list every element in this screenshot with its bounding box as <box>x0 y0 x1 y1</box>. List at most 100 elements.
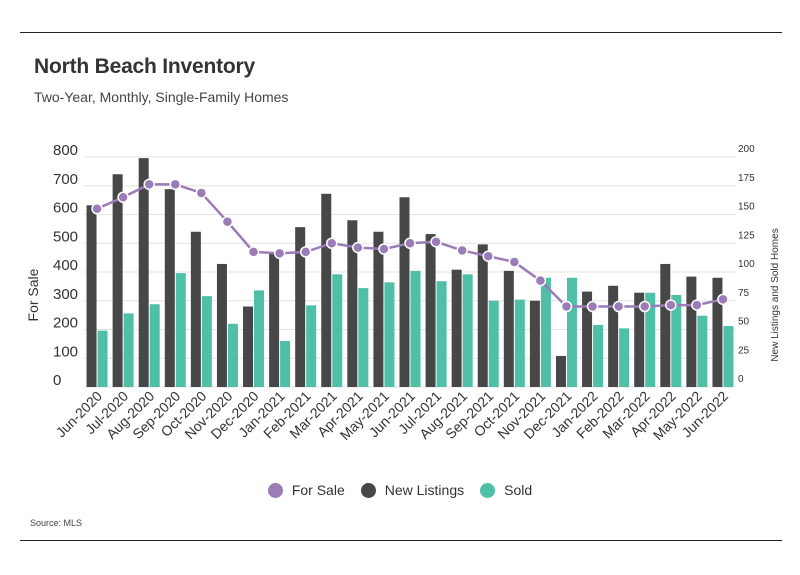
point-for-sale <box>378 243 390 255</box>
point-for-sale <box>586 300 599 313</box>
point-for-sale <box>169 178 182 191</box>
bar-sold <box>514 299 525 387</box>
point-for-sale <box>91 203 103 215</box>
bar-sold <box>671 295 682 387</box>
bar-new-listings <box>321 193 332 387</box>
bar-new-listings <box>503 270 514 387</box>
bar-sold <box>175 273 186 387</box>
legend-label-for-sale: For Sale <box>291 482 345 498</box>
bottom-rule <box>20 540 782 541</box>
bar-new-listings <box>660 263 671 387</box>
point-for-sale <box>143 178 155 191</box>
bar-sold <box>306 305 317 387</box>
chart-title: North Beach Inventory <box>34 55 256 78</box>
bar-sold <box>723 326 734 387</box>
left-axis-tick-label: 500 <box>53 228 78 245</box>
right-axis-tick-label: 175 <box>738 173 755 184</box>
chart-subtitle: Two-Year, Monthly, Single-Family Homes <box>34 89 289 105</box>
bar-new-listings <box>86 205 97 387</box>
point-for-sale <box>534 274 547 287</box>
point-for-sale <box>299 246 312 258</box>
bar-sold <box>123 313 134 387</box>
bar-new-listings <box>269 253 280 387</box>
left-axis-tick-label: 0 <box>53 372 61 389</box>
bar-new-listings <box>399 197 410 387</box>
bar-new-listings <box>608 285 619 387</box>
legend-item-sold: Sold <box>480 482 532 498</box>
bar-sold <box>280 341 291 387</box>
bar-new-listings <box>529 300 540 387</box>
point-for-sale <box>326 237 338 249</box>
point-for-sale <box>691 299 703 311</box>
point-for-sale <box>430 236 442 248</box>
legend-swatch-new-listings <box>360 482 376 498</box>
point-for-sale <box>612 300 625 313</box>
bar-new-listings <box>712 277 723 387</box>
bar-new-listings <box>190 231 201 387</box>
right-axis-tick-label: 200 <box>738 144 755 155</box>
bar-new-listings <box>347 220 358 387</box>
right-axis-tick-label: 75 <box>738 288 750 299</box>
bar-sold <box>436 281 447 387</box>
bar-sold <box>566 277 577 387</box>
legend-swatch-for-sale <box>267 482 283 498</box>
bar-sold <box>462 274 473 387</box>
left-axis-title: For Sale <box>25 268 41 321</box>
right-axis-tick-label: 150 <box>738 202 755 213</box>
point-for-sale <box>560 300 573 313</box>
point-for-sale <box>404 237 416 249</box>
bar-new-listings <box>295 227 306 387</box>
right-axis-tick-label: 125 <box>738 230 755 241</box>
bar-sold <box>645 292 656 387</box>
chart-legend: For Sale New Listings Sold <box>0 482 800 498</box>
left-axis-tick-label: 100 <box>53 343 78 360</box>
right-axis-tick-label: 50 <box>738 317 750 328</box>
left-axis-tick-label: 200 <box>53 315 78 332</box>
point-for-sale <box>247 246 260 258</box>
left-axis-tick-label: 300 <box>53 286 78 303</box>
chart-canvas: 0 100 200 300 400 500 600 700 800 0 25 50 75 100 125 15… <box>25 142 781 443</box>
left-axis-tick-label: 600 <box>53 200 78 217</box>
bar-sold <box>410 270 421 387</box>
bar-new-listings <box>686 276 697 387</box>
bar-sold <box>358 288 369 387</box>
bar-new-listings <box>582 291 593 387</box>
right-axis-tick-label: 25 <box>738 345 750 356</box>
point-for-sale <box>221 215 234 228</box>
legend-item-new-listings: New Listings <box>360 482 465 498</box>
legend-item-for-sale: For Sale <box>267 482 345 498</box>
bar-new-listings <box>451 269 462 387</box>
bar-sold <box>149 304 160 387</box>
legend-label-sold: Sold <box>504 482 533 498</box>
point-for-sale <box>273 247 286 260</box>
point-for-sale <box>508 256 521 268</box>
left-axis-tick-label: 700 <box>53 171 78 188</box>
bar-sold <box>332 274 343 387</box>
right-axis-title: New Listings and Sold Homes <box>770 228 781 361</box>
bar-new-listings <box>138 158 149 387</box>
bar-sold <box>488 300 499 387</box>
point-for-sale <box>482 250 494 262</box>
top-rule <box>20 32 782 33</box>
bar-new-listings <box>555 355 566 387</box>
left-axis-tick-label: 800 <box>53 142 78 159</box>
point-for-sale <box>456 244 468 257</box>
source-note: Source: MLS <box>30 518 83 528</box>
right-axis-tick-label: 0 <box>738 374 744 385</box>
bar-sold <box>97 330 108 387</box>
point-for-sale <box>195 187 208 199</box>
bar-sold <box>254 290 265 387</box>
bar-new-listings <box>112 174 123 387</box>
legend-swatch-sold <box>480 482 496 498</box>
legend-label-new-listings: New Listings <box>384 482 465 498</box>
right-axis-tick-label: 100 <box>738 259 755 270</box>
bar-sold <box>593 324 604 387</box>
bar-sold <box>540 277 551 387</box>
point-for-sale <box>638 300 651 313</box>
point-for-sale <box>352 241 364 254</box>
bar-new-listings <box>634 292 645 387</box>
point-for-sale <box>117 191 129 203</box>
point-for-sale <box>717 293 729 306</box>
bar-sold <box>201 296 212 387</box>
left-axis-tick-label: 400 <box>53 257 78 274</box>
